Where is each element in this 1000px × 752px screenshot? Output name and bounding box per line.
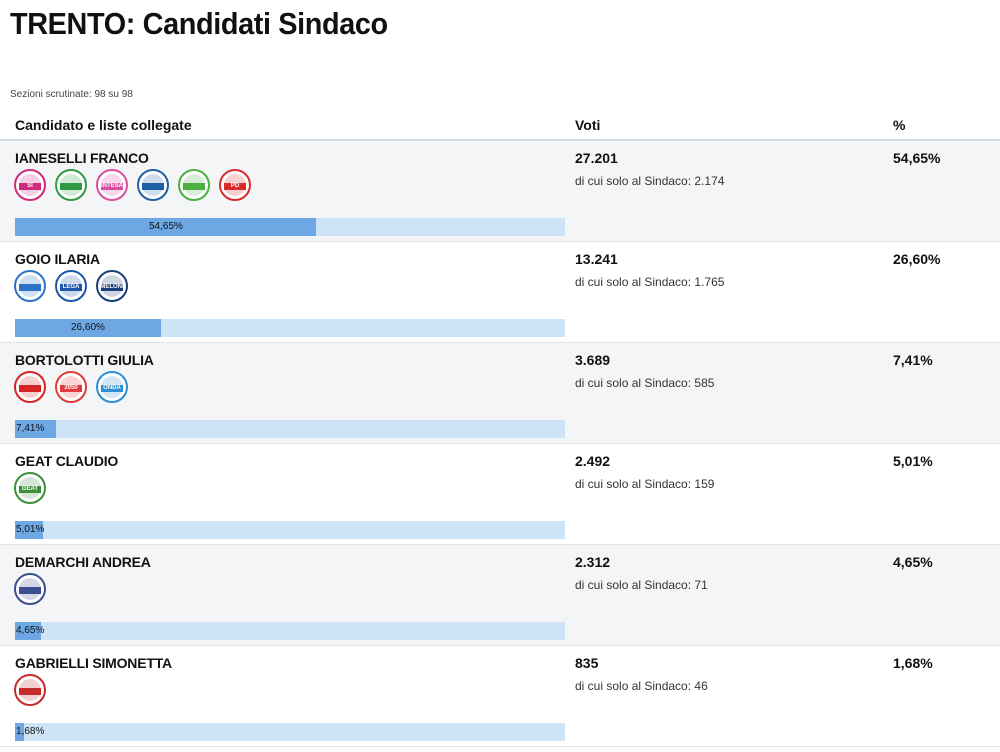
linked-lists-logos: GEAT xyxy=(14,472,46,504)
logo-text: GEAT xyxy=(21,486,39,492)
percent-bar-fill xyxy=(15,622,41,640)
percent-bar-label: 5,01% xyxy=(16,524,45,535)
solo-sindaco-votes: di cui solo al Sindaco: 1.765 xyxy=(575,275,725,289)
percent-bar-label: 4,65% xyxy=(16,625,45,636)
candidates-table: IANESELLI FRANCO SI INTESA PD 54,65% 27.201 di… xyxy=(0,141,1000,747)
logo-text: SI xyxy=(27,183,33,189)
percent-bar-label: 7,41% xyxy=(16,423,45,434)
logo-text: MELONI xyxy=(100,284,124,290)
solo-sindaco-votes: di cui solo al Sindaco: 585 xyxy=(575,376,715,390)
candidate-votes: 27.201 xyxy=(575,150,618,166)
rifondazione-logo-icon xyxy=(14,371,46,403)
intesa-party-logo-icon: INTESA xyxy=(96,169,128,201)
candidate-percent: 26,60% xyxy=(893,251,941,267)
table-row: GOIO ILARIA LEGA MELONI 26,60% 13.241 di cui … xyxy=(0,242,1000,343)
candidate-name: GOIO ILARIA xyxy=(15,251,100,267)
logo-text: INTESA xyxy=(100,183,123,189)
logo-text: PD xyxy=(230,183,240,189)
page-title: TRENTO: Candidati Sindaco xyxy=(10,6,388,41)
header-votes: Voti xyxy=(575,117,601,133)
percent-bar-fill xyxy=(15,521,43,539)
table-row: BORTOLOTTI GIULIA 2050 ONDA 7,41% 3.689 di cu… xyxy=(0,343,1000,444)
linked-lists-logos: 2050 ONDA xyxy=(14,371,128,403)
percent-bar-track: 5,01% xyxy=(15,521,565,539)
candidate-name: DEMARCHI ANDREA xyxy=(15,554,151,570)
movimento-2050-logo-icon: 2050 xyxy=(55,371,87,403)
candidate-percent: 4,65% xyxy=(893,554,933,570)
solo-sindaco-votes: di cui solo al Sindaco: 71 xyxy=(575,578,708,592)
linked-lists-logos: SI INTESA PD xyxy=(14,169,251,201)
green-list-logo-icon xyxy=(178,169,210,201)
ianeselli-list-logo-icon xyxy=(137,169,169,201)
candidate-percent: 1,68% xyxy=(893,655,933,671)
percent-bar-track: 1,68% xyxy=(15,723,565,741)
percent-bar-track: 54,65% xyxy=(15,218,565,236)
si-party-logo-icon: SI xyxy=(14,169,46,201)
socialista-popolare-logo-icon xyxy=(14,674,46,706)
solo-sindaco-votes: di cui solo al Sindaco: 46 xyxy=(575,679,708,693)
pd-party-logo-icon: PD xyxy=(219,169,251,201)
candidate-percent: 7,41% xyxy=(893,352,933,368)
fratelli-italia-meloni-logo-icon: MELONI xyxy=(96,270,128,302)
candidate-name: BORTOLOTTI GIULIA xyxy=(15,352,154,368)
linked-lists-logos xyxy=(14,674,46,706)
candidate-votes: 13.241 xyxy=(575,251,618,267)
candidate-votes: 2.492 xyxy=(575,453,611,469)
candidate-votes: 835 xyxy=(575,655,599,671)
header-percent: % xyxy=(893,117,906,133)
table-row: GEAT CLAUDIO GEAT 5,01% 2.492 di cui solo al… xyxy=(0,444,1000,545)
lega-salvini-logo-icon: LEGA xyxy=(55,270,87,302)
linked-lists-logos xyxy=(14,573,46,605)
logo-text: ONDA xyxy=(103,385,121,391)
candidate-name: GABRIELLI SIMONETTA xyxy=(15,655,172,671)
logo-text: LEGA xyxy=(62,284,80,290)
candidate-votes: 3.689 xyxy=(575,352,611,368)
percent-bar-label: 54,65% xyxy=(149,221,183,232)
generazione-geat-logo-icon: GEAT xyxy=(14,472,46,504)
table-row: IANESELLI FRANCO SI INTESA PD 54,65% 27.201 di… xyxy=(0,141,1000,242)
percent-bar-label: 26,60% xyxy=(71,322,105,333)
percent-bar-label: 1,68% xyxy=(16,726,45,737)
header-candidate: Candidato e liste collegate xyxy=(15,117,192,133)
percent-bar-fill xyxy=(15,420,56,438)
candidate-percent: 54,65% xyxy=(893,150,941,166)
table-row: DEMARCHI ANDREA 4,65% 2.312 di cui solo al … xyxy=(0,545,1000,646)
logo-text: 2050 xyxy=(64,385,78,391)
percent-bar-fill xyxy=(15,319,161,337)
candidate-votes: 2.312 xyxy=(575,554,611,570)
onda-logo-icon: ONDA xyxy=(96,371,128,403)
candidate-percent: 5,01% xyxy=(893,453,933,469)
percent-bar-track: 7,41% xyxy=(15,420,565,438)
table-header: Candidato e liste collegate Voti % xyxy=(0,112,1000,141)
citta-party-logo-icon xyxy=(55,169,87,201)
percent-bar-track: 26,60% xyxy=(15,319,565,337)
linked-lists-logos: LEGA MELONI xyxy=(14,270,128,302)
candidate-name: IANESELLI FRANCO xyxy=(15,150,149,166)
sections-counted-text: Sezioni scrutinate: 98 su 98 xyxy=(10,89,133,100)
table-row: GABRIELLI SIMONETTA 1,68% 835 di cui solo a… xyxy=(0,646,1000,747)
solo-sindaco-votes: di cui solo al Sindaco: 159 xyxy=(575,477,715,491)
solo-sindaco-votes: di cui solo al Sindaco: 2.174 xyxy=(575,174,725,188)
candidate-name: GEAT CLAUDIO xyxy=(15,453,119,469)
forza-italia-logo-icon xyxy=(14,270,46,302)
demarchi-list-logo-icon xyxy=(14,573,46,605)
percent-bar-fill xyxy=(15,218,316,236)
percent-bar-track: 4,65% xyxy=(15,622,565,640)
percent-bar-fill xyxy=(15,723,24,741)
